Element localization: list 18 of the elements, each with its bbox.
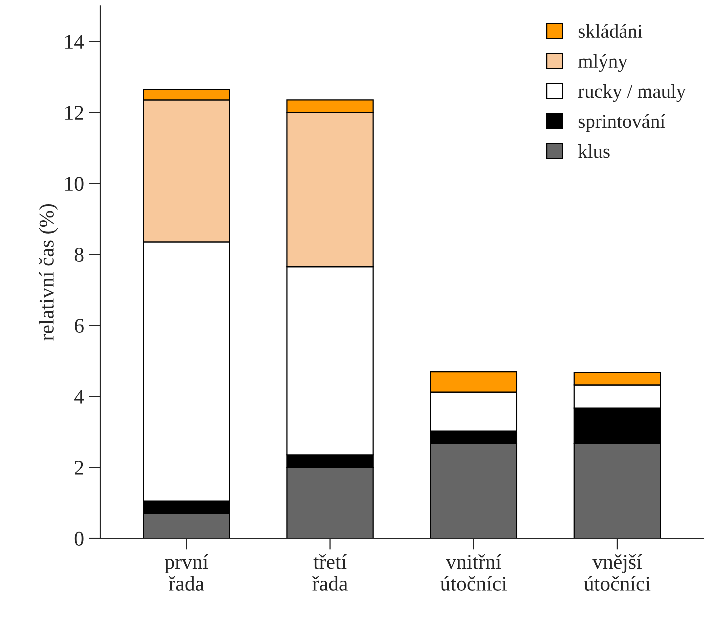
x-tick-label: vnější útočníci — [584, 554, 651, 591]
y-tick-label: 0 — [74, 532, 84, 546]
legend-label: skládáni — [578, 24, 643, 38]
y-tick-label: 14 — [66, 35, 84, 49]
x-tick-label: vnitřní útočníci — [440, 554, 508, 591]
legend-label: rucky / mauly — [578, 84, 686, 102]
y-tick-label: 4 — [74, 390, 84, 404]
x-tick-label: první řada — [165, 554, 208, 591]
y-tick-label: 2 — [75, 460, 84, 475]
y-tick-label: 8 — [74, 248, 84, 262]
x-tick-label: třetí řada — [312, 554, 348, 591]
y-axis-title: relativní čas (%) — [39, 204, 58, 341]
y-tick-label: 10 — [66, 177, 84, 192]
y-tick-label: 6 — [75, 319, 84, 334]
legend-label: sprintování — [578, 114, 666, 132]
legend-label: mlýny — [578, 54, 628, 72]
y-tick-label: 12 — [66, 106, 84, 120]
legend-label: klus — [578, 144, 610, 158]
